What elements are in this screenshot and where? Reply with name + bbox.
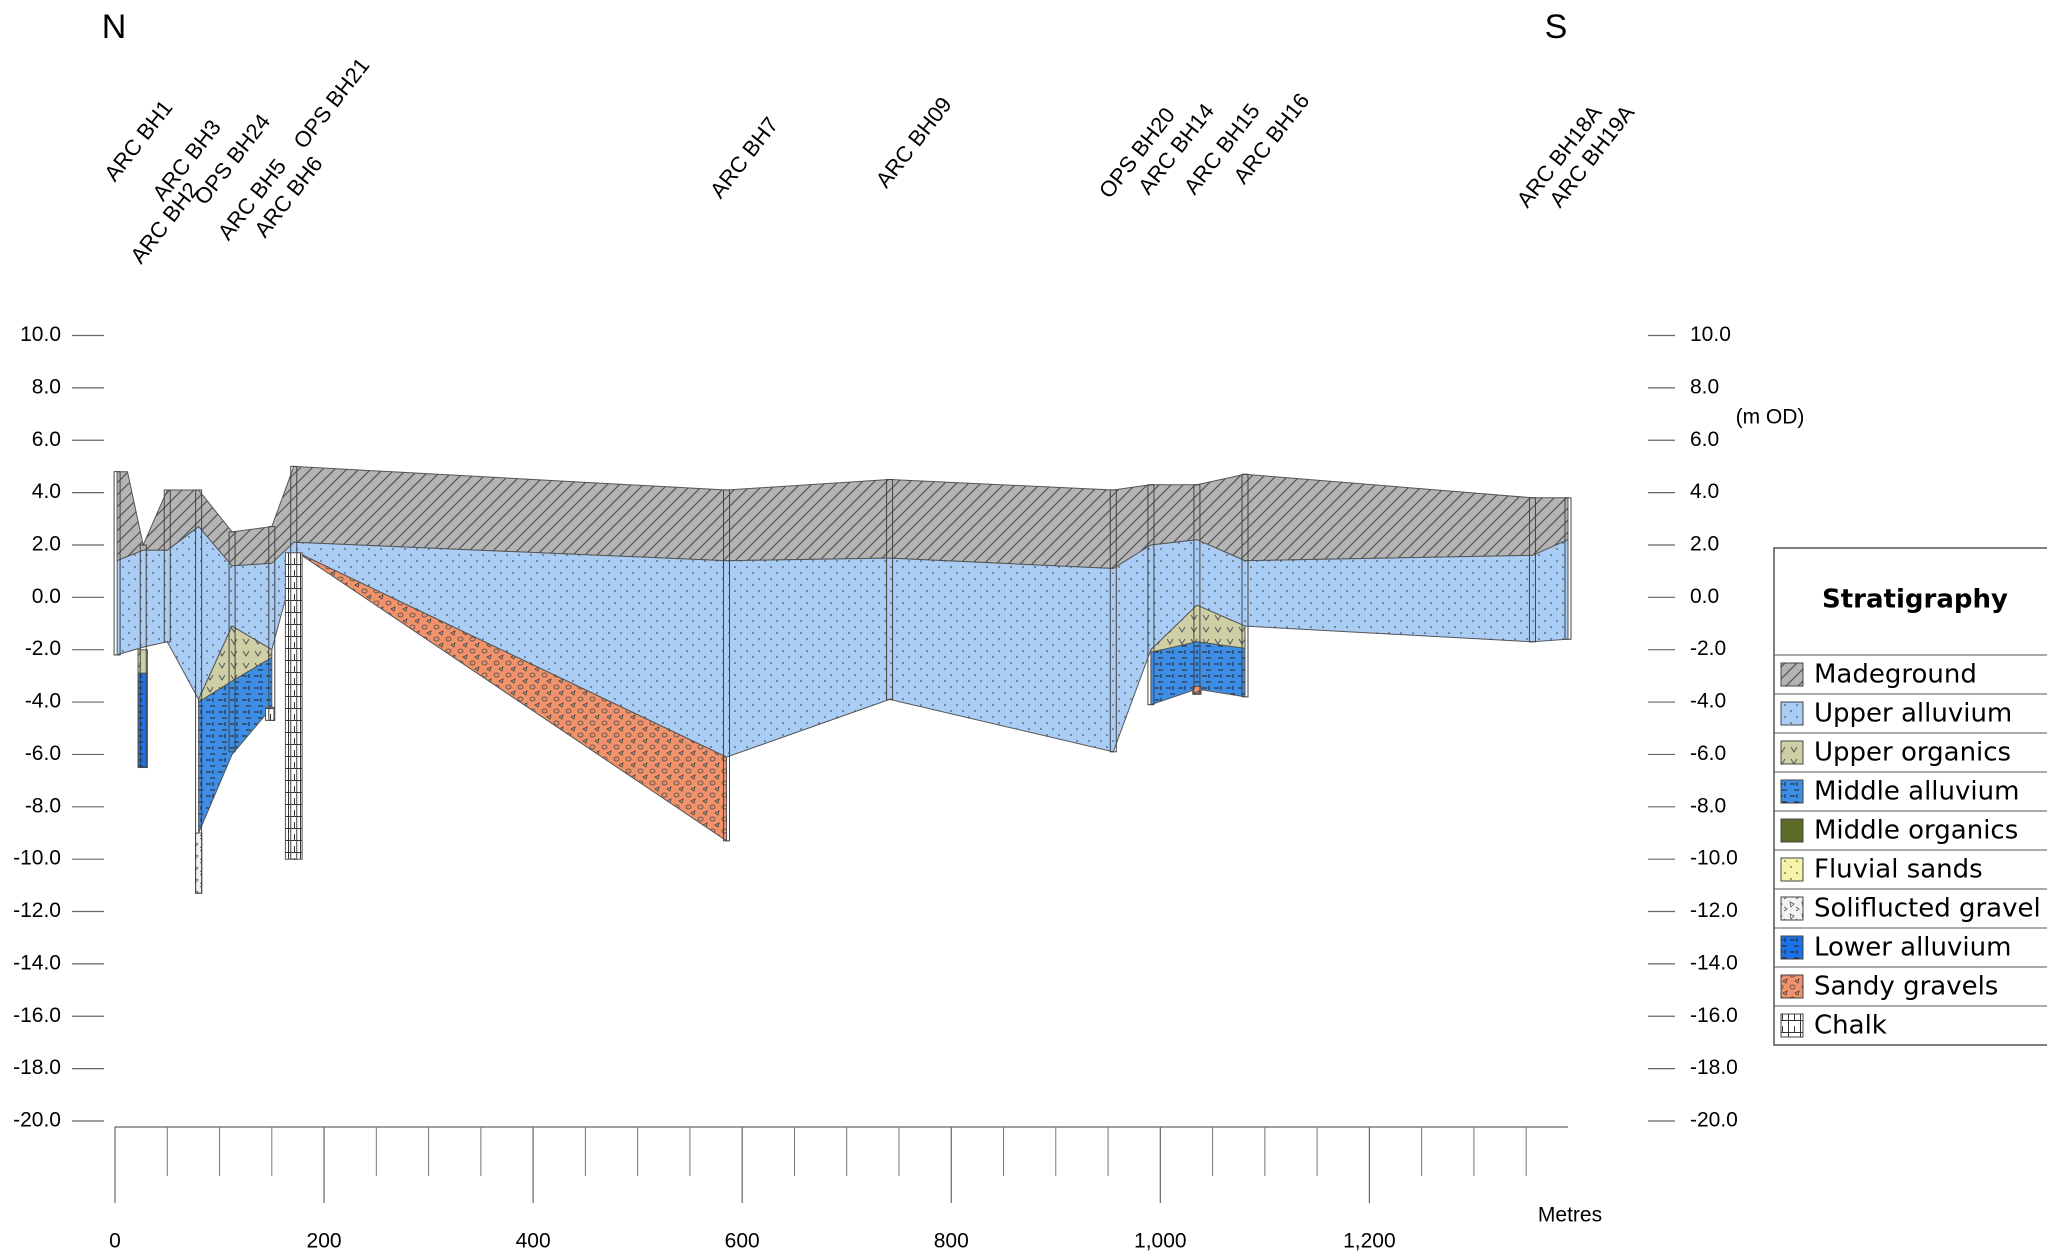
legend-label: Chalk: [1814, 1011, 1887, 1041]
x-tick-label: 1,200: [1343, 1230, 1396, 1253]
y2-tick-label: -12.0: [1690, 899, 1738, 922]
legend-swatch: [1781, 1014, 1803, 1037]
y-tick-label: -16.0: [13, 1004, 61, 1027]
legend-label: Sandy gravels: [1814, 972, 1998, 1002]
y2-tick-label: -2.0: [1690, 637, 1726, 660]
y-tick-label: 2.0: [32, 533, 61, 556]
legend-swatch: [1781, 858, 1803, 881]
legend-title: Stratigraphy: [1822, 585, 2008, 615]
y2-tick-label: 10.0: [1690, 323, 1731, 346]
y-tick-label: -12.0: [13, 899, 61, 922]
legend-label: Madeground: [1814, 660, 1977, 690]
y2-tick-label: -20.0: [1690, 1109, 1738, 1132]
y2-tick-label: 2.0: [1690, 533, 1719, 556]
legend-swatch: [1781, 936, 1803, 959]
x-tick-label: 0: [109, 1230, 121, 1253]
y-tick-label: -2.0: [25, 637, 61, 660]
legend-swatch: [1781, 897, 1803, 920]
y2-tick-label: 4.0: [1690, 480, 1719, 503]
y-tick-label: -20.0: [13, 1109, 61, 1132]
legend-swatch: [1781, 819, 1803, 842]
y2-tick-label: 8.0: [1690, 375, 1719, 398]
y-tick-label: 4.0: [32, 480, 61, 503]
legend-swatch: [1781, 780, 1803, 803]
y-tick-label: 0.0: [32, 585, 61, 608]
legend-label: Upper alluvium: [1814, 699, 2012, 729]
legend-label: Lower alluvium: [1814, 933, 2011, 963]
y-tick-label: -14.0: [13, 951, 61, 974]
y-tick-label: 6.0: [32, 428, 61, 451]
legend-label: Upper organics: [1814, 738, 2011, 768]
y-axis-label: (m OD): [1736, 406, 1805, 429]
layer-polygon: [196, 833, 202, 893]
y2-tick-label: -16.0: [1690, 1004, 1738, 1027]
y2-tick-label: -6.0: [1690, 742, 1726, 765]
borehole-label: ARC BH7: [705, 112, 783, 203]
chart: N S Metres (m OD) Stratigraphy 10.0 10.0 8…: [0, 0, 2047, 1257]
legend-label: Soliflucted gravel: [1814, 894, 2041, 924]
legend-swatch: [1781, 975, 1803, 998]
x-tick-label: 800: [934, 1230, 969, 1253]
y2-tick-label: -18.0: [1690, 1056, 1738, 1079]
x-tick-label: 200: [307, 1230, 342, 1253]
legend-swatch: [1781, 702, 1803, 725]
legend-swatch: [1781, 663, 1803, 686]
layer-polygon: [285, 553, 302, 859]
legend-label: Middle alluvium: [1814, 777, 2019, 807]
y-tick-label: -4.0: [25, 690, 61, 713]
legend-label: Fluvial sands: [1814, 855, 1983, 885]
y2-tick-label: 6.0: [1690, 428, 1719, 451]
borehole-label: ARC BH09: [871, 92, 957, 192]
legend-label: Middle organics: [1814, 816, 2018, 846]
x-tick-label: 400: [516, 1230, 551, 1253]
x-tick-label: 1,000: [1134, 1230, 1187, 1253]
y-tick-label: 8.0: [32, 375, 61, 398]
y-tick-label: -18.0: [13, 1056, 61, 1079]
layer-polygon: [117, 527, 1568, 758]
y-tick-label: 10.0: [20, 323, 61, 346]
legend-swatch: [1781, 741, 1803, 764]
north-label: N: [102, 8, 127, 46]
y2-tick-label: -10.0: [1690, 847, 1738, 870]
layer-polygon: [266, 707, 274, 720]
south-label: S: [1545, 8, 1568, 46]
page: N S Metres (m OD) Stratigraphy 10.0 10.0 8…: [0, 0, 2047, 1257]
layer-polygon: [1151, 642, 1245, 705]
y-tick-label: -10.0: [13, 847, 61, 870]
y2-tick-label: -14.0: [1690, 951, 1738, 974]
x-axis-label: Metres: [1538, 1204, 1602, 1227]
y2-tick-label: 0.0: [1690, 585, 1719, 608]
borehole-label: OPS BH21: [288, 53, 374, 153]
y-tick-label: -6.0: [25, 742, 61, 765]
y2-tick-label: -4.0: [1690, 690, 1726, 713]
y-tick-label: -8.0: [25, 794, 61, 817]
x-tick-label: 600: [725, 1230, 760, 1253]
y2-tick-label: -8.0: [1690, 794, 1726, 817]
